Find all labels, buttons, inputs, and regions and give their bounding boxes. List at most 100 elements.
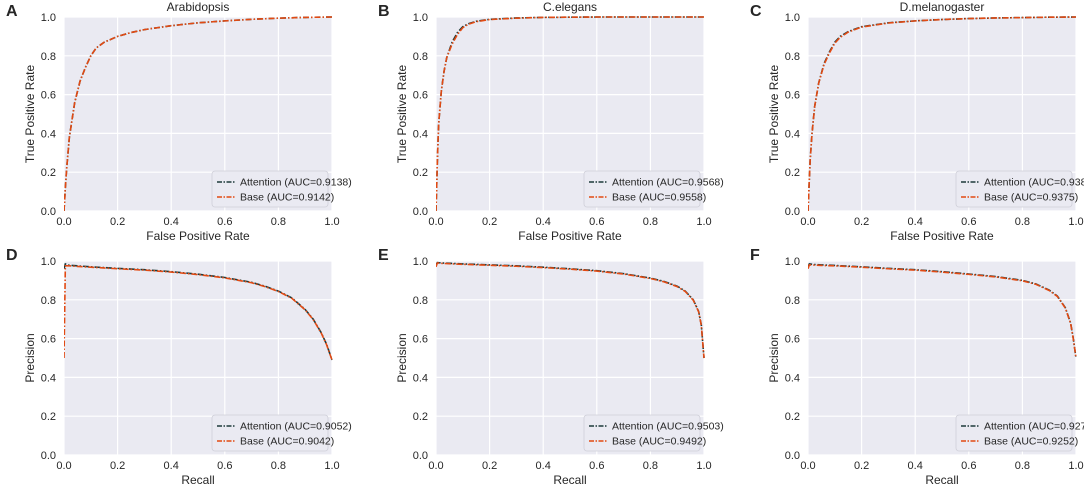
x-tick-label: 0.8 bbox=[271, 460, 286, 472]
panel-letter: E bbox=[378, 247, 389, 264]
x-tick-label: 0.2 bbox=[482, 216, 497, 228]
x-tick-label: 0.4 bbox=[536, 216, 551, 228]
y-tick-label: 0.0 bbox=[41, 450, 56, 462]
x-axis-label: Recall bbox=[925, 473, 958, 487]
y-tick-label: 1.0 bbox=[41, 256, 56, 268]
x-tick-label: 0.8 bbox=[1015, 216, 1030, 228]
legend-label: Base (AUC=0.9252) bbox=[984, 436, 1078, 448]
panel-title: D.melanogaster bbox=[900, 0, 985, 14]
series-line-base bbox=[436, 262, 705, 359]
legend-label: Base (AUC=0.9375) bbox=[984, 192, 1078, 204]
y-tick-label: 0.0 bbox=[413, 450, 428, 462]
x-tick-label: 0.2 bbox=[110, 460, 125, 472]
panel-letter: F bbox=[750, 247, 760, 264]
x-tick-label: 0.0 bbox=[428, 216, 443, 228]
y-tick-label: 0.4 bbox=[413, 128, 428, 140]
x-tick-label: 0.4 bbox=[164, 460, 179, 472]
series-line-base bbox=[64, 265, 333, 361]
y-tick-label: 0.6 bbox=[785, 334, 800, 346]
y-tick-label: 0.0 bbox=[785, 206, 800, 218]
y-axis-label: True Positive Rate bbox=[395, 65, 409, 164]
x-tick-label: 0.4 bbox=[908, 216, 923, 228]
y-tick-label: 0.4 bbox=[413, 372, 428, 384]
y-tick-label: 1.0 bbox=[785, 12, 800, 24]
y-tick-label: 0.8 bbox=[785, 51, 800, 63]
y-tick-label: 0.2 bbox=[785, 411, 800, 423]
legend-label: Base (AUC=0.9042) bbox=[240, 436, 334, 448]
x-axis-label: Recall bbox=[181, 473, 214, 487]
y-tick-label: 0.8 bbox=[41, 295, 56, 307]
panel-b: 0.0 0.2 0.4 0.6 0.8 1.0 0.0 0.2 0.4 0.6 0.8 1.0 Fals… bbox=[378, 0, 724, 243]
x-tick-label: 0.6 bbox=[217, 216, 232, 228]
x-axis-label: False Positive Rate bbox=[518, 229, 622, 243]
y-tick-label: 1.0 bbox=[41, 12, 56, 24]
y-tick-label: 0.6 bbox=[41, 90, 56, 102]
legend-label: Base (AUC=0.9558) bbox=[612, 192, 706, 204]
x-tick-label: 0.6 bbox=[961, 460, 976, 472]
x-tick-label: 0.0 bbox=[428, 460, 443, 472]
legend-label: Attention (AUC=0.9272) bbox=[984, 421, 1084, 433]
y-tick-label: 0.4 bbox=[785, 128, 800, 140]
y-axis-label: True Positive Rate bbox=[767, 65, 781, 164]
legend-label: Attention (AUC=0.9385) bbox=[984, 177, 1084, 189]
x-tick-label: 1.0 bbox=[324, 216, 339, 228]
legend-box bbox=[583, 170, 701, 208]
x-tick-label: 0.2 bbox=[854, 460, 869, 472]
panel-letter: C bbox=[750, 3, 762, 20]
x-tick-label: 0.2 bbox=[854, 216, 869, 228]
y-tick-label: 0.6 bbox=[41, 334, 56, 346]
y-tick-label: 1.0 bbox=[413, 12, 428, 24]
panel-letter: A bbox=[6, 3, 18, 20]
x-tick-label: 0.6 bbox=[961, 216, 976, 228]
legend-label: Attention (AUC=0.9138) bbox=[240, 177, 352, 189]
legend-label: Attention (AUC=0.9052) bbox=[240, 421, 352, 433]
x-tick-label: 0.6 bbox=[589, 216, 604, 228]
x-tick-label: 0.4 bbox=[908, 460, 923, 472]
x-tick-label: 0.8 bbox=[1015, 460, 1030, 472]
x-tick-label: 0.0 bbox=[800, 216, 815, 228]
y-tick-label: 0.6 bbox=[785, 90, 800, 102]
x-tick-label: 0.2 bbox=[110, 216, 125, 228]
y-tick-label: 0.0 bbox=[413, 206, 428, 218]
x-axis-label: False Positive Rate bbox=[890, 229, 994, 243]
y-tick-label: 0.6 bbox=[413, 90, 428, 102]
panel-title: C.elegans bbox=[543, 0, 597, 14]
series-line-base bbox=[808, 264, 1077, 359]
y-axis-label: Precision bbox=[395, 333, 409, 382]
y-tick-label: 1.0 bbox=[785, 256, 800, 268]
x-tick-label: 0.4 bbox=[164, 216, 179, 228]
x-axis-label: Recall bbox=[553, 473, 586, 487]
panel-d: 0.0 0.2 0.4 0.6 0.8 1.0 0.0 0.2 0.4 0.6 0.8 1.0 Reca… bbox=[6, 247, 352, 487]
panel-c: 0.0 0.2 0.4 0.6 0.8 1.0 0.0 0.2 0.4 0.6 0.8 1.0 Fals… bbox=[750, 0, 1084, 243]
y-tick-label: 0.8 bbox=[413, 295, 428, 307]
x-tick-label: 0.4 bbox=[536, 460, 551, 472]
panel-letter: B bbox=[378, 3, 390, 20]
y-tick-label: 0.4 bbox=[785, 372, 800, 384]
y-tick-label: 0.2 bbox=[41, 411, 56, 423]
y-tick-label: 1.0 bbox=[413, 256, 428, 268]
legend-box bbox=[211, 414, 329, 452]
x-tick-label: 1.0 bbox=[1068, 216, 1083, 228]
x-tick-label: 1.0 bbox=[696, 216, 711, 228]
panel-a: 0.0 0.2 0.4 0.6 0.8 1.0 0.0 0.2 0.4 0.6 0.8 1.0 Fals… bbox=[6, 0, 352, 243]
y-tick-label: 0.8 bbox=[41, 51, 56, 63]
x-tick-label: 0.8 bbox=[271, 216, 286, 228]
legend-label: Base (AUC=0.9142) bbox=[240, 192, 334, 204]
x-tick-label: 1.0 bbox=[1068, 460, 1083, 472]
y-axis-label: Precision bbox=[23, 333, 37, 382]
legend-box bbox=[583, 414, 701, 452]
panel-e: 0.0 0.2 0.4 0.6 0.8 1.0 0.0 0.2 0.4 0.6 0.8 1.0 Reca… bbox=[378, 247, 724, 487]
x-tick-label: 0.8 bbox=[643, 460, 658, 472]
y-tick-label: 0.0 bbox=[41, 206, 56, 218]
y-tick-label: 0.8 bbox=[413, 51, 428, 63]
x-tick-label: 0.0 bbox=[56, 460, 71, 472]
legend-box bbox=[955, 170, 1073, 208]
y-axis-label: True Positive Rate bbox=[23, 65, 37, 164]
panel-letter: D bbox=[6, 247, 18, 264]
panel-f: 0.0 0.2 0.4 0.6 0.8 1.0 0.0 0.2 0.4 0.6 0.8 1.0 Reca… bbox=[750, 247, 1084, 487]
legend-box bbox=[211, 170, 329, 208]
y-axis-label: Precision bbox=[767, 333, 781, 382]
legend-label: Attention (AUC=0.9503) bbox=[612, 421, 724, 433]
x-tick-label: 0.6 bbox=[589, 460, 604, 472]
y-tick-label: 0.2 bbox=[413, 167, 428, 179]
